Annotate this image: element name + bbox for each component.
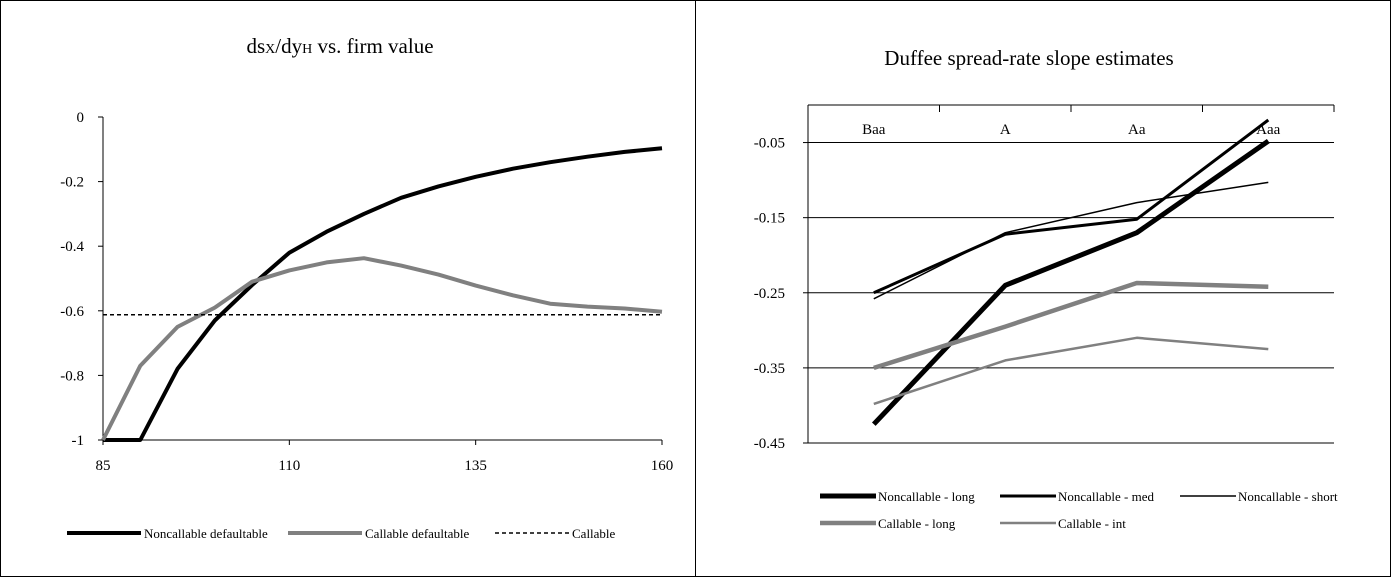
left-chart-title: dsX/dyH vs. firm value xyxy=(246,34,433,58)
right-chart: Duffee spread-rate slope estimates -0.05… xyxy=(754,46,1338,531)
right-category-label: Aaa xyxy=(1256,122,1280,138)
right-legend: Noncallable - long Noncallable - med Nonca… xyxy=(820,489,1338,531)
right-y-tick-label: -0.35 xyxy=(754,361,785,377)
right-y-tick-label: -0.45 xyxy=(754,436,785,452)
right-y-tick-label: -0.15 xyxy=(754,211,785,227)
right-series-group xyxy=(871,118,1270,426)
left-y-tick-label: -0.8 xyxy=(60,368,84,384)
left-x-tick-label: 85 xyxy=(96,458,111,474)
left-y-tick-label: -0.4 xyxy=(60,239,84,255)
right-category-label: Baa xyxy=(862,122,886,138)
right-series-line-2 xyxy=(873,118,1270,295)
left-axes: 0 -0.2 -0.4 -0.6 -0.8 -1 85 110 135 160 xyxy=(60,110,673,474)
left-x-tick-label: 135 xyxy=(464,458,487,474)
left-legend-label-1: Noncallable defaultable xyxy=(144,526,268,541)
left-series-line-2 xyxy=(101,256,663,441)
right-series-line-3 xyxy=(873,181,1269,300)
left-series-group xyxy=(101,146,663,442)
left-y-tick-label: -1 xyxy=(72,433,85,449)
right-series-line-5 xyxy=(873,336,1269,406)
right-category-label: A xyxy=(1000,122,1011,138)
right-legend-label-4: Callable - long xyxy=(878,516,956,531)
right-legend-label-2: Noncallable - med xyxy=(1058,489,1155,504)
left-y-tick-label: -0.6 xyxy=(60,304,84,320)
left-legend-label-2: Callable defaultable xyxy=(365,526,470,541)
right-legend-label-5: Callable - int xyxy=(1058,516,1126,531)
left-x-tick-label: 110 xyxy=(278,458,300,474)
right-legend-label-3: Noncallable - short xyxy=(1238,489,1338,504)
right-series-line-1 xyxy=(871,139,1270,426)
left-legend: Noncallable defaultable Callable defaulta… xyxy=(67,526,616,541)
left-chart: dsX/dyH vs. firm value 0 -0.2 -0.4 -0.6 -0.8… xyxy=(60,34,673,541)
right-y-tick-label: -0.05 xyxy=(754,136,785,152)
right-legend-label-1: Noncallable - long xyxy=(878,489,975,504)
left-y-tick-label: 0 xyxy=(77,110,85,126)
right-series-line-4 xyxy=(873,280,1269,371)
right-y-tick-label: -0.25 xyxy=(754,286,785,302)
right-category-label: Aa xyxy=(1128,122,1146,138)
right-chart-title: Duffee spread-rate slope estimates xyxy=(884,46,1173,70)
left-x-tick-label: 160 xyxy=(651,458,674,474)
left-legend-label-3: Callable xyxy=(572,526,616,541)
left-series-line-1 xyxy=(103,146,663,442)
left-y-tick-label: -0.2 xyxy=(60,175,84,191)
